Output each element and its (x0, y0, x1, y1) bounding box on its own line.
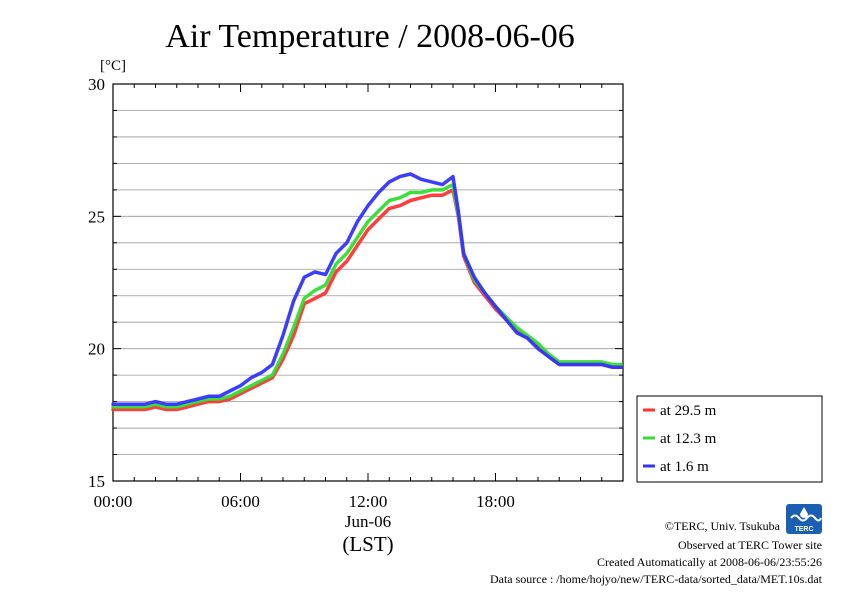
series-lines (111, 172, 623, 412)
terc-logo-text: TERC (794, 526, 813, 533)
credits: ©TERC, Univ. Tsukuba Observed at TERC To… (490, 519, 823, 586)
credit-created: Created Automatically at 2008-06-06/23:5… (597, 555, 822, 569)
credit-source: Data source : /home/hojyo/new/TERC-data/… (490, 572, 823, 586)
terc-logo-background (786, 504, 822, 534)
y-tick-label: 15 (88, 472, 105, 491)
x-date-label: Jun-06 (345, 512, 391, 531)
terc-logo-wave (790, 514, 822, 522)
chart-title: Air Temperature / 2008-06-06 (165, 18, 575, 55)
series-line-2 (111, 182, 623, 409)
x-tick-label: 18:00 (476, 492, 515, 511)
y-tick-label: 25 (88, 207, 105, 226)
credit-site: Observed at TERC Tower site (678, 538, 822, 552)
legend-label: at 12.3 m (660, 431, 717, 447)
legend-box (636, 395, 823, 483)
legend-label: at 29.5 m (660, 403, 717, 419)
grid-lines (113, 110, 623, 455)
y-tick-label: 30 (88, 75, 105, 94)
legend: at 29.5 m at 12.3 m at 1.6 m (636, 395, 823, 483)
x-axis-label: (LST) (342, 532, 393, 556)
axis-ticks (112, 83, 624, 482)
terc-logo: TERC (786, 504, 822, 534)
plot-frame (112, 83, 624, 482)
series-line-3 (111, 172, 623, 406)
legend-label: at 1.6 m (660, 459, 709, 475)
credit-copyright: ©TERC, Univ. Tsukuba (665, 519, 781, 533)
y-tick-label: 20 (88, 340, 105, 359)
x-tick-label: 12:00 (349, 492, 388, 511)
x-tick-labels: 00:00 06:00 12:00 18:00 (94, 492, 515, 511)
terc-logo-drop (800, 507, 808, 518)
x-tick-label: 06:00 (221, 492, 260, 511)
x-tick-label: 00:00 (94, 492, 133, 511)
y-tick-labels: 15 20 25 30 (88, 75, 105, 491)
y-axis-unit: [°C] (100, 58, 126, 74)
